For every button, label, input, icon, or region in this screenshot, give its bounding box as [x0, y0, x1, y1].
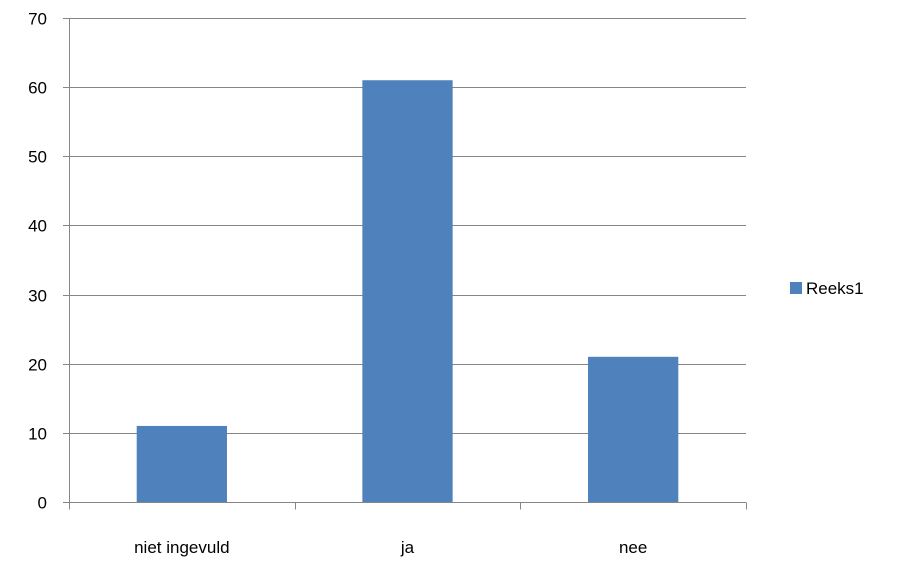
- axes: 0 10 20 30 40 50 60 70 niet ingevuld ja nee: [28, 10, 747, 557]
- y-tick-label: 0: [38, 494, 47, 513]
- bar-nee: [588, 356, 679, 502]
- y-tick-label: 20: [28, 356, 47, 375]
- y-tick-label: 50: [28, 148, 47, 167]
- y-tick-label: 10: [28, 425, 47, 444]
- y-tick-label: 60: [28, 79, 47, 98]
- y-tick-label: 70: [28, 10, 47, 29]
- x-tick-label: niet ingevuld: [134, 538, 229, 557]
- legend-label: Reeks1: [806, 279, 864, 298]
- bar-ja: [362, 80, 453, 502]
- bar-niet-ingevuld: [136, 425, 227, 502]
- x-tick-label: nee: [619, 538, 647, 557]
- bars: [136, 80, 679, 502]
- y-tick-label: 40: [28, 217, 47, 236]
- legend-swatch: [790, 282, 802, 294]
- legend: Reeks1: [790, 279, 864, 298]
- y-tick-label: 30: [28, 287, 47, 306]
- x-tick-label: ja: [400, 538, 415, 557]
